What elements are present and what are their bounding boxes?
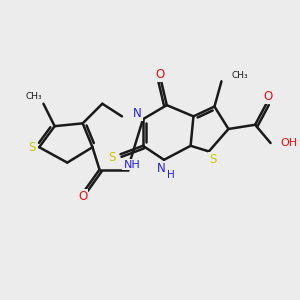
Text: CH₃: CH₃ bbox=[231, 71, 248, 80]
Text: OH: OH bbox=[280, 138, 298, 148]
Text: N: N bbox=[133, 107, 142, 120]
Text: S: S bbox=[108, 151, 116, 164]
Text: H: H bbox=[167, 170, 175, 180]
Text: S: S bbox=[209, 153, 217, 166]
Text: NH: NH bbox=[123, 160, 140, 170]
Text: CH₃: CH₃ bbox=[25, 92, 42, 101]
Text: O: O bbox=[155, 68, 164, 81]
Text: O: O bbox=[263, 90, 272, 103]
Text: N: N bbox=[157, 162, 166, 175]
Text: O: O bbox=[78, 190, 87, 203]
Text: S: S bbox=[28, 141, 36, 154]
